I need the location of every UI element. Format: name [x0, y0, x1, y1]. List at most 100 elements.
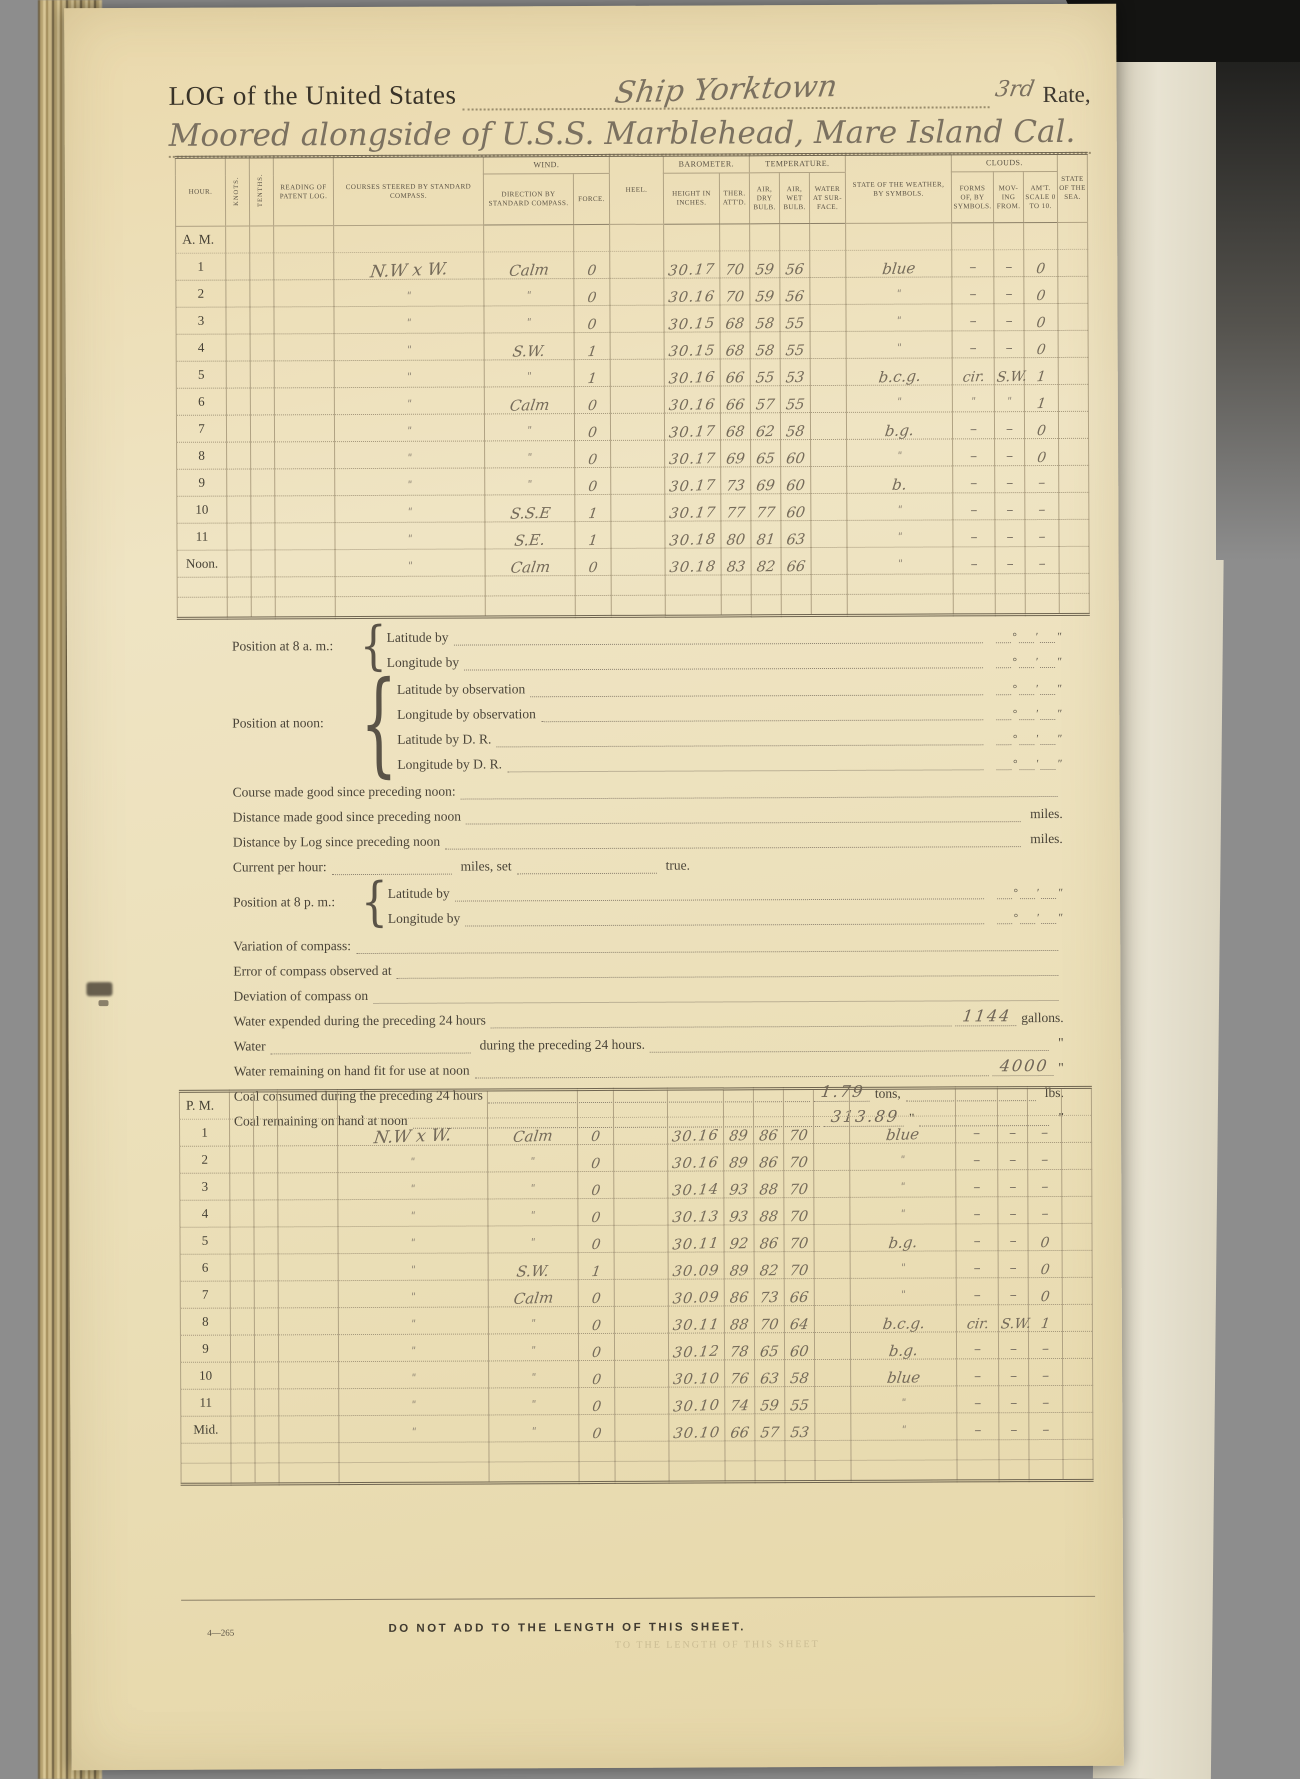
cell-wind_dir: ": [484, 359, 575, 388]
cell-dry: 69: [750, 467, 781, 495]
cell-moving: –: [994, 520, 1026, 548]
handwritten-value: 77: [755, 505, 777, 522]
cell-course: ": [334, 414, 485, 443]
cell-course: ": [333, 279, 484, 308]
handwritten-value: 1: [586, 371, 598, 388]
summary-line: Error of compass observed at: [233, 951, 1063, 980]
cell-forms: –: [955, 1169, 998, 1197]
handwritten-value: 30.17: [668, 424, 717, 442]
handwritten-value: 88: [729, 1317, 750, 1334]
cell-wet: 70: [783, 1197, 814, 1225]
handwritten-value: –: [1005, 286, 1013, 303]
cell-heel: [614, 1306, 669, 1334]
ink-smudge: [98, 1000, 109, 1007]
log-page: LOG of the United States Ship Yorktown 3…: [64, 3, 1124, 1771]
handwritten-value: 58: [754, 343, 776, 360]
cell-amt: –: [1028, 1358, 1063, 1386]
cell-water: [814, 1305, 851, 1333]
cell-force: 0: [577, 1225, 615, 1253]
cell-water: [810, 493, 847, 521]
col-header-tenths: Tenths.: [249, 156, 274, 227]
cell-weather: b.c.g.: [850, 1304, 957, 1334]
log-entry-row: Mid. " " 0 30.10 66 57 53 " – – –: [180, 1412, 1093, 1444]
cell-sea: [1061, 1196, 1092, 1224]
handwritten-value: ": [900, 1289, 907, 1301]
cell-moving: –: [994, 493, 1025, 521]
cell-amt: –: [1027, 1142, 1062, 1170]
cell-force: 1: [574, 521, 612, 550]
cell-forms: –: [955, 1223, 999, 1251]
cell-amt: [1029, 1459, 1064, 1481]
cell-water: [813, 1197, 850, 1225]
cell-hour: Noon.: [177, 550, 228, 578]
cell-course: ": [337, 1171, 488, 1200]
handwritten-value: ": [530, 1345, 537, 1357]
cell-dry: 73: [754, 1278, 785, 1307]
cell-forms: [953, 594, 996, 616]
handwritten-value: 57: [759, 1425, 781, 1442]
handwritten-value: b.c.g.: [881, 1314, 926, 1334]
handwritten-value: –: [973, 1152, 981, 1169]
cell-dry: 86: [753, 1116, 784, 1145]
cell-hour: 10: [176, 496, 227, 524]
cell-height: [665, 595, 722, 617]
handwritten-value: 0: [590, 1182, 602, 1200]
handwritten-value: S.E.: [513, 531, 547, 551]
handwritten-value: 60: [785, 478, 807, 495]
cell-sea: [1057, 249, 1088, 277]
handwritten-value: 89: [728, 1155, 750, 1172]
cell-weather: ": [850, 1412, 957, 1441]
cell-weather: ": [846, 439, 953, 467]
handwritten-value: –: [969, 259, 977, 276]
cell-dry: 62: [750, 413, 781, 441]
cell-amt: 0: [1024, 411, 1059, 440]
cell-moving: –: [998, 1250, 1029, 1278]
handwritten-value: 66: [725, 397, 746, 414]
cell-wet: 63: [780, 520, 812, 549]
col-header-knots: Knots.: [225, 156, 250, 227]
cell-amt: [1023, 222, 1058, 251]
degree-dots: [996, 766, 1012, 771]
cell-heel: [615, 1461, 670, 1483]
cell-knots: [225, 253, 250, 281]
cell-amt: –: [1024, 492, 1059, 521]
cell-wind_dir: ": [487, 1171, 578, 1199]
cell-patent: [277, 1199, 338, 1227]
handwritten-value: –: [969, 421, 978, 438]
degree-dots: [1019, 741, 1035, 746]
handwritten-value: 56: [784, 262, 806, 279]
cell-heel: [610, 521, 666, 549]
position-lines: Latitude by observation ° ′ ″ Longitude by o…: [397, 670, 1063, 773]
handwritten-value: 89: [728, 1263, 750, 1280]
cell-weather: [847, 594, 954, 616]
handwritten-value: 55: [789, 1397, 811, 1415]
cell-tenths: [254, 1361, 279, 1389]
handwritten-value: 92: [728, 1236, 750, 1253]
handwritten-value: 70: [788, 1127, 809, 1145]
position-lines: Latitude by ° ′ ″ Longitude by ° ′ ″: [387, 618, 1062, 671]
handwritten-value: –: [969, 286, 977, 303]
cell-force: 0: [578, 1306, 615, 1334]
cell-water: [810, 385, 847, 413]
handwritten-value: –: [970, 475, 978, 492]
degree-dots: [995, 716, 1011, 721]
cell-force: 0: [577, 1171, 614, 1200]
position-line: Latitude by ° ′ ″: [387, 618, 1062, 646]
cell-course: ": [334, 387, 485, 416]
cell-amt: 1: [1028, 1304, 1063, 1332]
cell-course: ": [337, 1225, 489, 1254]
cell-sea: [1058, 384, 1089, 412]
cell-weather: b.: [846, 466, 953, 494]
handwritten-value: 70: [788, 1181, 810, 1199]
unit-label: ": [1058, 1059, 1064, 1075]
handwritten-value: S.W.: [999, 1315, 1032, 1333]
cell-course: ": [338, 1333, 489, 1362]
cell-tenths: [253, 1226, 279, 1254]
cell-tenths: [250, 496, 275, 524]
cell-forms: –: [951, 250, 994, 278]
cell-sea: [1059, 593, 1090, 615]
cell-patent: [278, 1334, 339, 1362]
cell-dry: [755, 1460, 786, 1482]
cell-water: [813, 1088, 850, 1117]
cell-moving: –: [998, 1331, 1029, 1359]
